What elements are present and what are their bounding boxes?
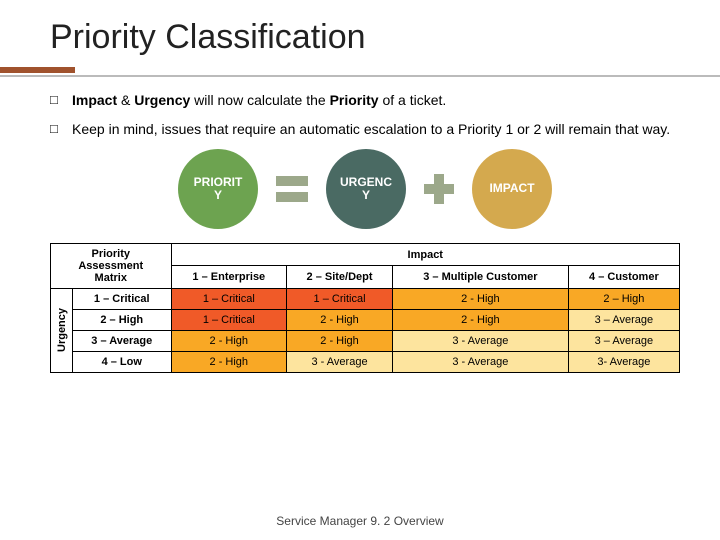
- text: &: [117, 92, 134, 108]
- urgency-row: 1 – Critical: [73, 288, 172, 309]
- impact-col: 4 – Customer: [568, 266, 679, 289]
- matrix-cell: 3 - Average: [287, 351, 393, 372]
- bullet-item: Impact & Urgency will now calculate the …: [50, 91, 680, 110]
- bold-text: Urgency: [134, 92, 190, 108]
- matrix-cell: 2 - High: [287, 330, 393, 351]
- matrix-cell: 2 - High: [392, 288, 568, 309]
- matrix-cell: 3 - Average: [392, 330, 568, 351]
- matrix-corner-label: Priority: [54, 248, 168, 260]
- urgency-row: 2 – High: [73, 309, 172, 330]
- impact-circle: IMPACT: [472, 149, 552, 229]
- matrix-cell: 2 – High: [568, 288, 679, 309]
- matrix-cell: 2 - High: [392, 309, 568, 330]
- impact-col: 2 – Site/Dept: [287, 266, 393, 289]
- footer-text: Service Manager 9. 2 Overview: [0, 514, 720, 528]
- matrix-cell: 1 – Critical: [287, 288, 393, 309]
- equation-row: PRIORIT Y URGENC Y IMPACT: [50, 149, 680, 229]
- accent-bar: [0, 67, 75, 73]
- bold-text: Priority: [330, 92, 379, 108]
- matrix-cell: 3 - Average: [392, 351, 568, 372]
- matrix-cell: 3 – Average: [568, 309, 679, 330]
- matrix-corner-label: Matrix: [54, 272, 168, 284]
- slide: Priority Classification Impact & Urgency…: [0, 0, 720, 383]
- circle-label: PRIORIT Y: [194, 176, 243, 202]
- text: will now calculate the: [190, 92, 329, 108]
- page-title: Priority Classification: [50, 18, 680, 57]
- matrix-cell: 2 - High: [171, 330, 287, 351]
- matrix-cell: 1 – Critical: [171, 288, 287, 309]
- impact-col: 1 – Enterprise: [171, 266, 287, 289]
- circle-label: URGENC Y: [340, 176, 392, 202]
- bold-text: Impact: [72, 92, 117, 108]
- priority-matrix: Priority Assessment Matrix Impact 1 – En…: [50, 243, 680, 373]
- impact-header: Impact: [171, 243, 680, 266]
- urgency-header: Urgency: [51, 288, 73, 372]
- priority-circle: PRIORIT Y: [178, 149, 258, 229]
- circle-label: IMPACT: [489, 182, 534, 195]
- urgency-circle: URGENC Y: [326, 149, 406, 229]
- equals-icon: [276, 176, 308, 202]
- matrix-cell: 3- Average: [568, 351, 679, 372]
- urgency-row: 3 – Average: [73, 330, 172, 351]
- matrix-corner-label: Assessment: [54, 260, 168, 272]
- separator: [0, 75, 720, 77]
- matrix-cell: 3 – Average: [568, 330, 679, 351]
- bullet-item: Keep in mind, issues that require an aut…: [50, 120, 680, 139]
- matrix-cell: 1 – Critical: [171, 309, 287, 330]
- bullet-list: Impact & Urgency will now calculate the …: [50, 91, 680, 139]
- plus-icon: [424, 174, 454, 204]
- urgency-row: 4 – Low: [73, 351, 172, 372]
- text: of a ticket.: [379, 92, 447, 108]
- matrix-cell: 2 - High: [287, 309, 393, 330]
- impact-col: 3 – Multiple Customer: [392, 266, 568, 289]
- matrix-cell: 2 - High: [171, 351, 287, 372]
